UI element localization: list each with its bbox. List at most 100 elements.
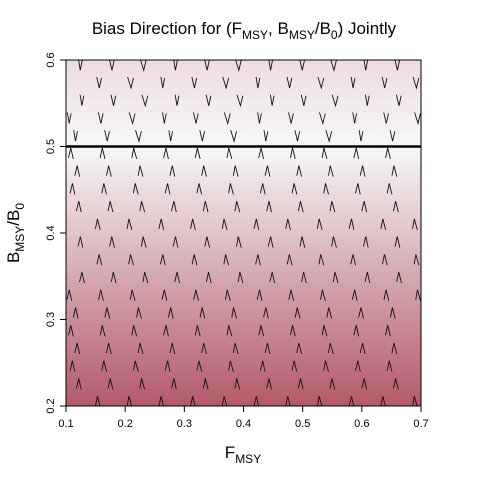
up-arrow-glyph <box>353 147 360 160</box>
down-arrow-glyph <box>73 130 78 142</box>
up-arrow-glyph <box>323 183 329 195</box>
up-arrow-glyph <box>109 236 115 248</box>
down-arrow-glyph <box>381 76 388 89</box>
down-arrow-glyph <box>350 76 356 89</box>
up-arrow-glyph <box>355 360 361 372</box>
down-arrow-glyph <box>78 60 83 71</box>
up-arrow-glyph <box>106 342 112 355</box>
up-arrow-glyph <box>385 147 391 160</box>
up-arrow-glyph <box>193 289 199 301</box>
up-arrow-glyph <box>255 254 261 266</box>
up-arrow-glyph <box>350 254 356 266</box>
up-arrow-glyph <box>383 289 390 301</box>
y-axis-title: BMSY/B0 <box>4 203 27 263</box>
down-arrow-glyph <box>141 94 149 108</box>
up-arrow-glyph <box>362 236 369 248</box>
down-arrow-glyph <box>110 94 117 106</box>
up-arrow-glyph <box>328 165 334 177</box>
up-arrow-glyph <box>269 271 276 284</box>
down-arrow-glyph <box>79 94 85 106</box>
up-arrow-glyph <box>72 307 79 319</box>
up-arrow-glyph <box>126 396 133 406</box>
up-arrow-glyph <box>291 183 298 195</box>
up-arrow-glyph <box>359 342 366 355</box>
up-arrow-glyph <box>228 360 234 372</box>
up-arrow-glyph <box>231 307 238 319</box>
up-arrow-glyph <box>99 147 106 160</box>
up-arrow-glyph <box>196 183 203 195</box>
up-arrow-glyph <box>264 165 271 177</box>
up-arrow-glyph <box>68 325 74 337</box>
down-arrow-glyph <box>268 60 273 71</box>
down-arrow-glyph <box>96 76 102 89</box>
x-tick-label: 0.2 <box>118 418 133 430</box>
up-arrow-glyph <box>107 378 114 390</box>
up-arrow-glyph <box>221 218 228 230</box>
up-arrow-glyph <box>190 396 196 406</box>
down-arrow-glyph <box>352 112 357 124</box>
x-axis: 0.1 0.2 0.3 0.4 0.5 0.6 0.7 <box>58 406 429 430</box>
down-arrow-glyph <box>236 94 244 108</box>
up-arrow-glyph <box>288 289 295 301</box>
up-arrow-glyph <box>353 325 360 337</box>
up-arrow-glyph <box>129 289 136 301</box>
x-tick-label: 0.7 <box>413 418 428 430</box>
up-arrow-glyph <box>202 378 209 390</box>
up-arrow-glyph <box>236 236 242 248</box>
down-arrow-glyph <box>358 130 364 142</box>
down-arrow-glyph <box>394 60 401 71</box>
up-arrow-glyph <box>74 342 81 355</box>
up-arrow-glyph <box>75 201 82 213</box>
up-arrow-glyph <box>412 218 418 230</box>
up-arrow-glyph <box>415 289 421 301</box>
up-arrow-glyph <box>199 307 206 319</box>
up-arrow-glyph <box>394 236 401 248</box>
up-arrow-glyph <box>285 396 291 406</box>
down-arrow-glyph <box>109 60 115 71</box>
up-arrow-glyph <box>391 165 398 177</box>
up-arrow-glyph <box>359 165 366 177</box>
up-arrow-glyph <box>263 307 269 319</box>
down-arrow-glyph <box>160 76 166 89</box>
down-arrow-glyph <box>257 112 262 124</box>
up-arrow-glyph <box>355 183 361 195</box>
up-arrow-glyph <box>201 165 207 177</box>
down-arrow-glyph <box>168 130 174 142</box>
up-arrow-glyph <box>94 396 101 406</box>
up-arrow-glyph <box>232 342 239 355</box>
up-arrow-glyph <box>364 271 371 284</box>
up-arrow-glyph <box>164 360 171 372</box>
up-arrow-glyph <box>232 165 239 177</box>
down-arrow-glyph <box>230 130 237 143</box>
up-arrow-glyph <box>101 360 107 372</box>
down-arrow-glyph <box>174 94 180 106</box>
up-arrow-glyph <box>361 201 368 213</box>
up-arrow-glyph <box>128 254 134 266</box>
down-arrow-glyph <box>162 112 167 124</box>
up-arrow-glyph <box>323 360 329 372</box>
up-arrow-glyph <box>69 183 76 195</box>
up-arrow-glyph <box>321 147 328 160</box>
down-arrow-glyph <box>294 130 301 142</box>
up-arrow-glyph <box>171 201 177 213</box>
down-arrow-glyph <box>317 76 325 90</box>
up-arrow-glyph <box>174 271 180 284</box>
up-arrow-glyph <box>385 325 391 337</box>
up-arrow-glyph <box>104 307 111 319</box>
up-arrow-glyph <box>393 201 399 213</box>
up-arrow-glyph <box>253 218 260 230</box>
up-arrow-glyph <box>68 147 74 160</box>
up-arrow-glyph <box>226 147 233 160</box>
down-arrow-glyph <box>255 76 261 89</box>
down-arrow-glyph <box>66 112 72 124</box>
up-arrow-glyph <box>226 325 233 337</box>
up-arrow-glyph <box>196 360 203 372</box>
up-arrow-glyph <box>291 360 298 372</box>
up-arrow-glyph <box>169 342 176 355</box>
down-arrow-glyph <box>127 76 134 90</box>
up-arrow-glyph <box>194 147 201 160</box>
up-arrow-glyph <box>259 183 266 195</box>
up-arrow-glyph <box>396 271 402 284</box>
y-tick-label: 0.6 <box>45 52 57 67</box>
